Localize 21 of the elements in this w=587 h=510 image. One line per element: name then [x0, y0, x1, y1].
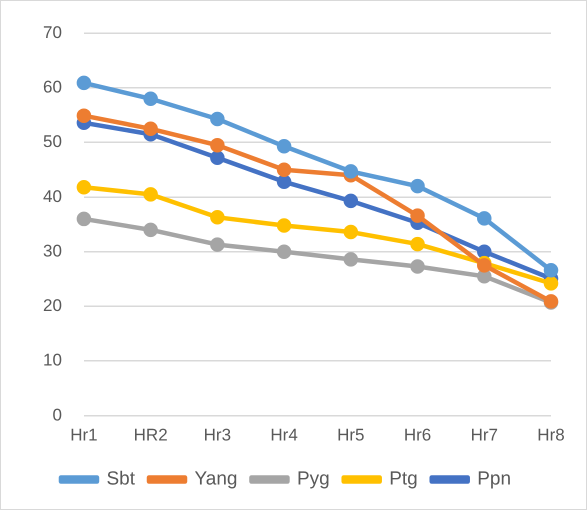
legend-label: Pyg [296, 468, 330, 490]
x-tick-label: Hr8 [537, 425, 565, 444]
x-tick-label: Hr7 [470, 425, 498, 444]
y-tick-label: 20 [42, 296, 62, 316]
x-tick-label: Hr1 [70, 425, 98, 444]
y-tick-label: 60 [42, 78, 62, 97]
x-tick-label: HR2 [134, 425, 168, 444]
x-tick-label: Hr4 [270, 425, 298, 444]
x-tick-label: Hr6 [404, 425, 432, 444]
legend-label: Ppn [477, 468, 512, 490]
legend-label: Yang [194, 468, 238, 490]
legend-label: Sbt [106, 468, 136, 490]
y-tick-label: 30 [42, 241, 62, 260]
y-tick-label: 0 [52, 405, 62, 424]
legend-label: Ptg [389, 468, 418, 490]
y-tick-label: 40 [42, 186, 62, 206]
y-tick-label: 10 [42, 350, 62, 370]
x-tick-label: Hr5 [337, 425, 365, 444]
y-tick-label: 70 [42, 22, 62, 42]
x-tick-label: Hr3 [204, 425, 232, 444]
y-tick-label: 50 [42, 132, 62, 152]
